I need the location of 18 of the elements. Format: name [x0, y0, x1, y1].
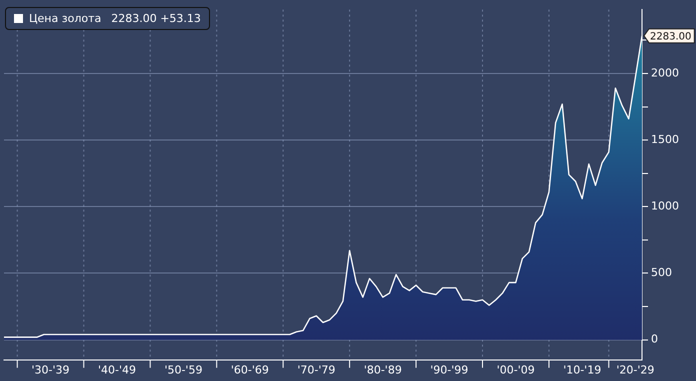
y-tick-label: 1500 — [651, 132, 679, 146]
annotation: 2283.00 +53.13 — [111, 12, 201, 25]
y-tick-label: 1000 — [651, 200, 679, 213]
text: 2283.00 — [650, 31, 692, 42]
x-tick-label: '30-'39 — [32, 363, 70, 376]
x-tick-label: '10-'19 — [563, 363, 602, 376]
x-tick-label: '70-'79 — [297, 363, 336, 376]
x-tick-label: '80-'89 — [364, 363, 402, 376]
legend-label: Цена золота — [29, 12, 102, 25]
x-tick-label: '40-'49 — [98, 363, 136, 376]
x-tick-label: '00-'09 — [496, 363, 535, 376]
x-tick-label: '20-'29 — [616, 363, 654, 376]
x-tick-label: '90-'99 — [430, 363, 468, 376]
x-tick-label: '50-'59 — [164, 363, 202, 376]
y-tick-label: 2000 — [651, 66, 679, 80]
y-tick-label: 0 — [651, 332, 658, 346]
x-tick-label: '60-'69 — [230, 363, 269, 376]
y-tick-label: 500 — [651, 266, 672, 280]
